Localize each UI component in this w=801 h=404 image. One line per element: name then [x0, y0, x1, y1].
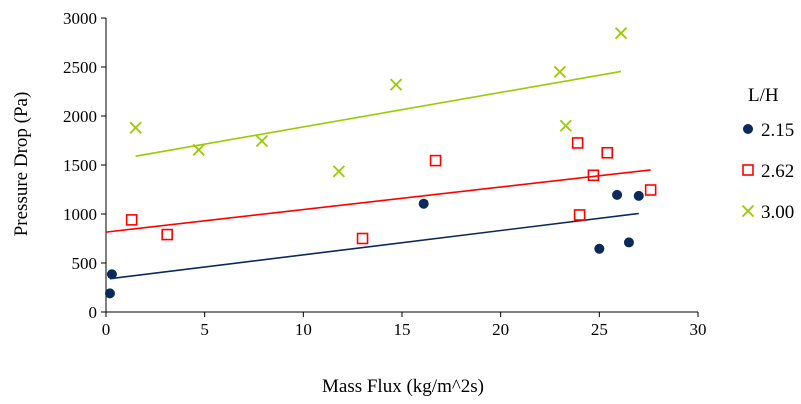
data-point — [571, 137, 584, 149]
data-point — [418, 198, 429, 209]
x-marker-stroke — [192, 143, 205, 156]
trendline-2.62 — [105, 169, 651, 233]
y-axis-label: Pressure Drop (Pa) — [11, 92, 32, 237]
data-points — [104, 27, 657, 299]
legend: L/H 2.15 2.62 3.00 — [741, 85, 794, 223]
data-point — [594, 243, 605, 254]
x-marker-stroke — [741, 204, 755, 218]
data-point — [106, 269, 117, 280]
legend-marker — [742, 164, 754, 176]
y-tick-label: 2000 — [63, 107, 97, 126]
legend-label: 2.15 — [761, 120, 794, 141]
x-marker-stroke — [332, 165, 345, 178]
data-point — [192, 143, 205, 156]
data-point — [612, 189, 623, 200]
data-point — [644, 184, 657, 196]
ticks: 0 5 10 15 20 25 30 0 500 1000 1500 2000 2500 3000 — [63, 9, 707, 339]
y-tick-label: 2500 — [63, 58, 97, 77]
x-tick-label: 25 — [591, 320, 608, 339]
legend-label: 3.00 — [761, 202, 794, 223]
y-tick-label: 3000 — [63, 9, 97, 28]
x-tick-label: 30 — [690, 320, 707, 339]
data-point — [587, 169, 600, 182]
x-marker-stroke — [129, 121, 142, 134]
data-point — [429, 154, 442, 167]
data-point — [553, 65, 567, 79]
legend-marker — [741, 204, 755, 218]
x-tick-label: 10 — [295, 320, 312, 339]
y-tick-label: 1500 — [63, 156, 97, 175]
legend-label: 2.62 — [761, 161, 794, 182]
data-point — [559, 119, 572, 132]
x-axis-label: Mass Flux (kg/m^2s) — [322, 376, 484, 397]
y-tick-label: 1000 — [63, 205, 97, 224]
data-point — [623, 237, 634, 248]
data-point — [129, 121, 142, 134]
x-marker-stroke — [614, 27, 628, 40]
x-tick-label: 20 — [492, 320, 509, 339]
y-tick-label: 0 — [89, 303, 98, 322]
data-point — [125, 214, 138, 226]
trendline-3.00 — [135, 70, 622, 157]
x-marker-stroke — [389, 78, 403, 91]
legend-title: L/H — [748, 85, 779, 106]
x-tick-label: 0 — [102, 320, 111, 339]
x-marker-stroke — [255, 134, 269, 148]
data-point — [332, 165, 345, 178]
legend-marker — [743, 124, 753, 134]
data-point — [633, 190, 644, 201]
data-point — [601, 146, 614, 159]
data-point — [389, 78, 403, 91]
data-point — [356, 232, 369, 245]
data-point — [255, 134, 269, 148]
x-marker-stroke — [553, 65, 567, 79]
trendlines — [105, 70, 651, 280]
y-tick-label: 500 — [72, 254, 98, 273]
x-tick-label: 15 — [394, 320, 411, 339]
data-point — [573, 209, 586, 221]
data-point — [104, 288, 115, 299]
data-point — [161, 228, 173, 241]
x-tick-label: 5 — [200, 320, 209, 339]
x-marker-stroke — [559, 119, 572, 132]
data-point — [614, 27, 628, 40]
trendline-2.15 — [109, 212, 639, 280]
